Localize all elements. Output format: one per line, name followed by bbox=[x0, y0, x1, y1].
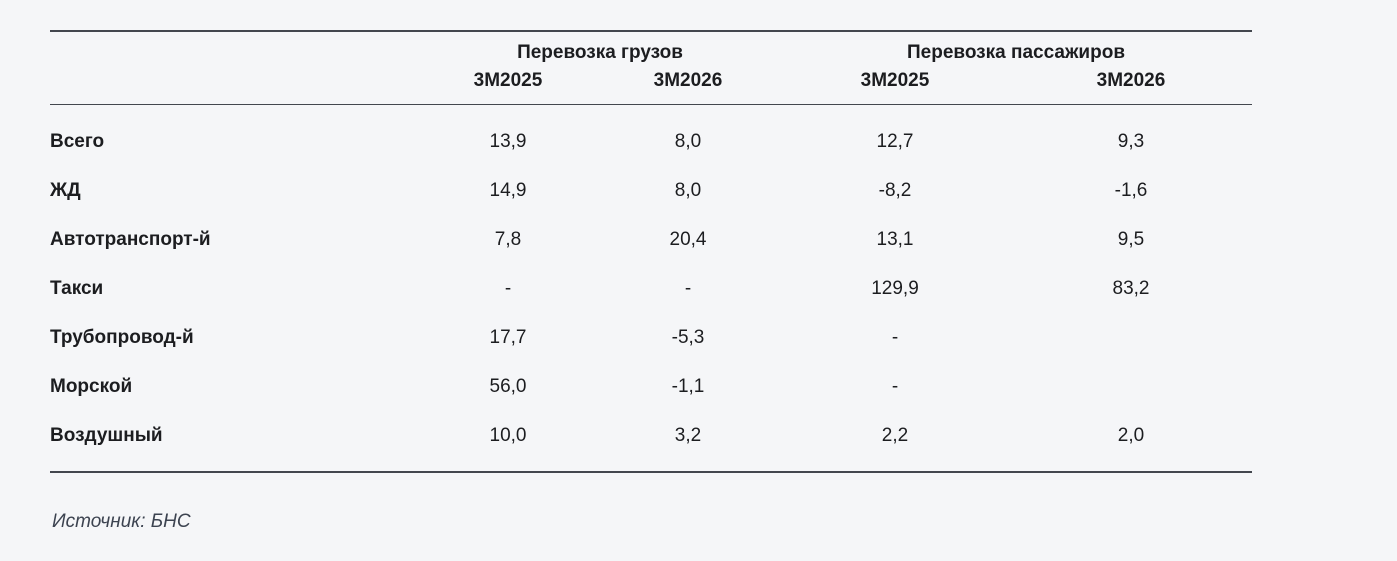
row-label: Автотранспорт-й bbox=[50, 228, 211, 250]
column-header-cargo-3m2025: 3М2025 bbox=[473, 70, 543, 91]
cell-value: 2,2 bbox=[881, 424, 909, 446]
row-label: Такси bbox=[50, 277, 104, 299]
cell-value: 129,9 bbox=[871, 277, 919, 299]
cell-value: 20,4 bbox=[669, 228, 707, 250]
table-row-auto: Автотранспорт-й 7,8 20,4 13,1 9,5 bbox=[50, 215, 1252, 264]
table-row-taxi: Такси - - 129,9 83,2 bbox=[50, 264, 1252, 313]
cell-value: -8,2 bbox=[878, 179, 912, 201]
row-label: Трубопровод-й bbox=[50, 326, 194, 348]
table-row-air: Воздушный 10,0 3,2 2,2 2,0 bbox=[50, 411, 1252, 460]
cell-value: 14,9 bbox=[489, 179, 527, 201]
cell-value: 83,2 bbox=[1112, 277, 1150, 299]
cell-value: 10,0 bbox=[489, 424, 527, 446]
row-label: Воздушный bbox=[50, 424, 163, 446]
cell-value: - bbox=[891, 326, 899, 348]
row-label: ЖД bbox=[50, 179, 81, 201]
cell-value: 13,9 bbox=[489, 130, 527, 152]
column-header-passengers-3m2026: 3М2026 bbox=[1096, 70, 1166, 91]
column-header-cargo-3m2026: 3М2026 bbox=[653, 70, 723, 91]
cell-value: -1,6 bbox=[1114, 179, 1148, 201]
source-note: Источник: БНС bbox=[52, 511, 191, 532]
column-header-passengers-3m2025: 3М2025 bbox=[860, 70, 930, 91]
table-row-pipeline: Трубопровод-й 17,7 -5,3 - bbox=[50, 313, 1252, 362]
table-body: Всего 13,9 8,0 12,7 9,3 ЖД 14,9 8,0 -8,2… bbox=[50, 105, 1252, 473]
cell-value: 7,8 bbox=[494, 228, 522, 250]
cell-value: - bbox=[504, 277, 512, 299]
table-row-rail: ЖД 14,9 8,0 -8,2 -1,6 bbox=[50, 166, 1252, 215]
cell-value: 13,1 bbox=[876, 228, 914, 250]
cell-value: 3,2 bbox=[674, 424, 702, 446]
cell-value: 17,7 bbox=[489, 326, 527, 348]
table-header: Перевозка грузов Перевозка пассажиров 3М… bbox=[50, 30, 1252, 105]
cell-value: -1,1 bbox=[671, 375, 705, 397]
table-row-total: Всего 13,9 8,0 12,7 9,3 bbox=[50, 117, 1252, 166]
cell-value: 12,7 bbox=[876, 130, 914, 152]
column-group-cargo: Перевозка грузов bbox=[517, 42, 683, 63]
cell-value: 8,0 bbox=[674, 179, 702, 201]
cell-value: -5,3 bbox=[671, 326, 705, 348]
cell-value: 9,5 bbox=[1117, 228, 1145, 250]
cell-value: 9,3 bbox=[1117, 130, 1145, 152]
table-row-sea: Морской 56,0 -1,1 - bbox=[50, 362, 1252, 411]
cell-value: - bbox=[891, 375, 899, 397]
row-label: Морской bbox=[50, 375, 133, 397]
cell-value: 56,0 bbox=[489, 375, 527, 397]
cell-value: - bbox=[684, 277, 692, 299]
row-label: Всего bbox=[50, 130, 105, 152]
column-group-passengers: Перевозка пассажиров bbox=[907, 42, 1125, 63]
cell-value: 8,0 bbox=[674, 130, 702, 152]
transport-growth-table: Перевозка грузов Перевозка пассажиров 3М… bbox=[50, 30, 1252, 473]
cell-value: 2,0 bbox=[1117, 424, 1145, 446]
